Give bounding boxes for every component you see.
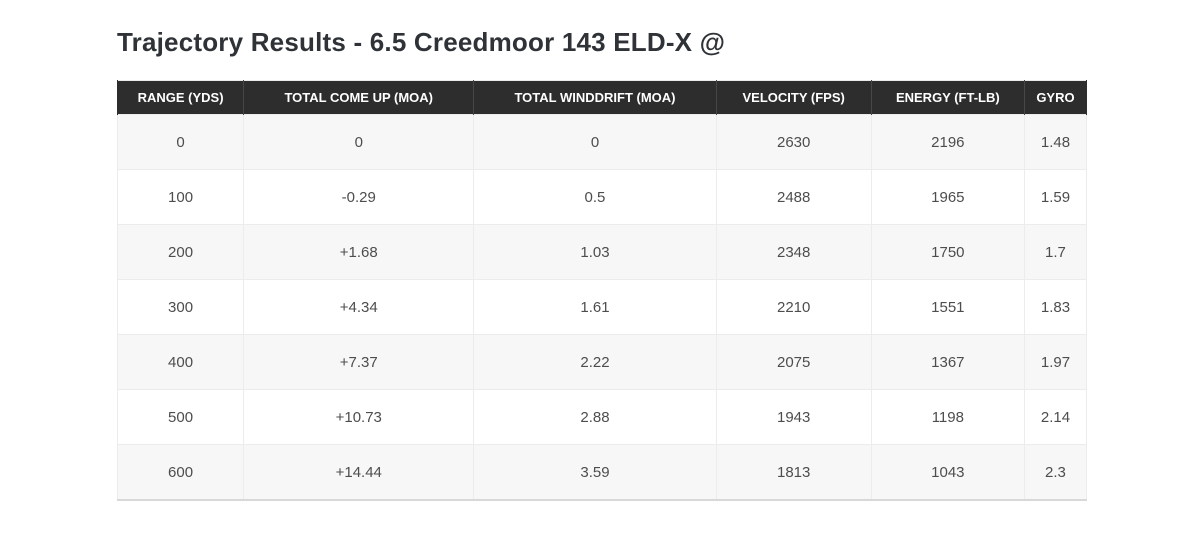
trajectory-table-body: 0 0 0 2630 2196 1.48 100 -0.29 0.5 2488 1965 1.59 20… — [116, 114, 1088, 501]
table-row: 500 +10.73 2.88 1943 1198 2.14 — [116, 389, 1088, 445]
table-cell: 1198 — [870, 389, 1025, 445]
table-row: 200 +1.68 1.03 2348 1750 1.7 — [116, 224, 1088, 280]
table-cell: 1551 — [870, 279, 1025, 335]
table-cell: 1.83 — [1023, 279, 1088, 335]
column-header: TOTAL WINDDRIFT (MOA) — [473, 80, 717, 115]
table-cell: 3.59 — [473, 444, 717, 501]
table-cell: 2488 — [715, 169, 872, 225]
trajectory-results-table: RANGE (YDS) TOTAL COME UP (MOA) TOTAL WIND… — [116, 80, 1088, 501]
table-row: 100 -0.29 0.5 2488 1965 1.59 — [116, 169, 1088, 225]
table-cell: +1.68 — [243, 224, 475, 280]
table-cell: 600 — [116, 444, 245, 501]
table-cell: +7.37 — [243, 334, 475, 390]
table-cell: 2.3 — [1023, 444, 1088, 501]
table-row: 0 0 0 2630 2196 1.48 — [116, 114, 1088, 170]
table-row: 600 +14.44 3.59 1813 1043 2.3 — [116, 444, 1088, 501]
table-cell: 1.7 — [1023, 224, 1088, 280]
table-cell: -0.29 — [243, 169, 475, 225]
table-header-row: RANGE (YDS) TOTAL COME UP (MOA) TOTAL WIND… — [116, 80, 1088, 115]
table-cell: 0 — [473, 114, 717, 170]
table-cell: 1.97 — [1023, 334, 1088, 390]
table-row: 300 +4.34 1.61 2210 1551 1.83 — [116, 279, 1088, 335]
table-cell: 2.14 — [1023, 389, 1088, 445]
table-cell: 1813 — [715, 444, 872, 501]
table-cell: 2.88 — [473, 389, 717, 445]
table-cell: 1943 — [715, 389, 872, 445]
table-cell: 2210 — [715, 279, 872, 335]
table-row: 400 +7.37 2.22 2075 1367 1.97 — [116, 334, 1088, 390]
column-header: GYRO — [1023, 80, 1088, 115]
table-header: RANGE (YDS) TOTAL COME UP (MOA) TOTAL WIND… — [116, 80, 1088, 115]
table-cell: 1965 — [870, 169, 1025, 225]
page-title: Trajectory Results - 6.5 Creedmoor 143 E… — [117, 27, 726, 57]
table-cell: 300 — [116, 279, 245, 335]
table-cell: 1.59 — [1023, 169, 1088, 225]
table-cell: 2196 — [870, 114, 1025, 170]
table-cell: 2075 — [715, 334, 872, 390]
table-cell: 1367 — [870, 334, 1025, 390]
table-cell: 1.03 — [473, 224, 717, 280]
table-cell: 0 — [243, 114, 475, 170]
table-cell: 1750 — [870, 224, 1025, 280]
table-cell: 1.48 — [1023, 114, 1088, 170]
table-cell: +14.44 — [243, 444, 475, 501]
column-header: RANGE (YDS) — [116, 80, 245, 115]
table-cell: 2630 — [715, 114, 872, 170]
table-cell: 400 — [116, 334, 245, 390]
table-cell: 2.22 — [473, 334, 717, 390]
table-cell: +4.34 — [243, 279, 475, 335]
table-cell: 200 — [116, 224, 245, 280]
table-cell: 500 — [116, 389, 245, 445]
column-header: ENERGY (FT-LB) — [870, 80, 1025, 115]
table-cell: 2348 — [715, 224, 872, 280]
table-cell: 0 — [116, 114, 245, 170]
column-header: VELOCITY (FPS) — [715, 80, 872, 115]
table-cell: 100 — [116, 169, 245, 225]
table-cell: 1043 — [870, 444, 1025, 501]
table-cell: 1.61 — [473, 279, 717, 335]
column-header: TOTAL COME UP (MOA) — [243, 80, 475, 115]
table-cell: 0.5 — [473, 169, 717, 225]
table-cell: +10.73 — [243, 389, 475, 445]
